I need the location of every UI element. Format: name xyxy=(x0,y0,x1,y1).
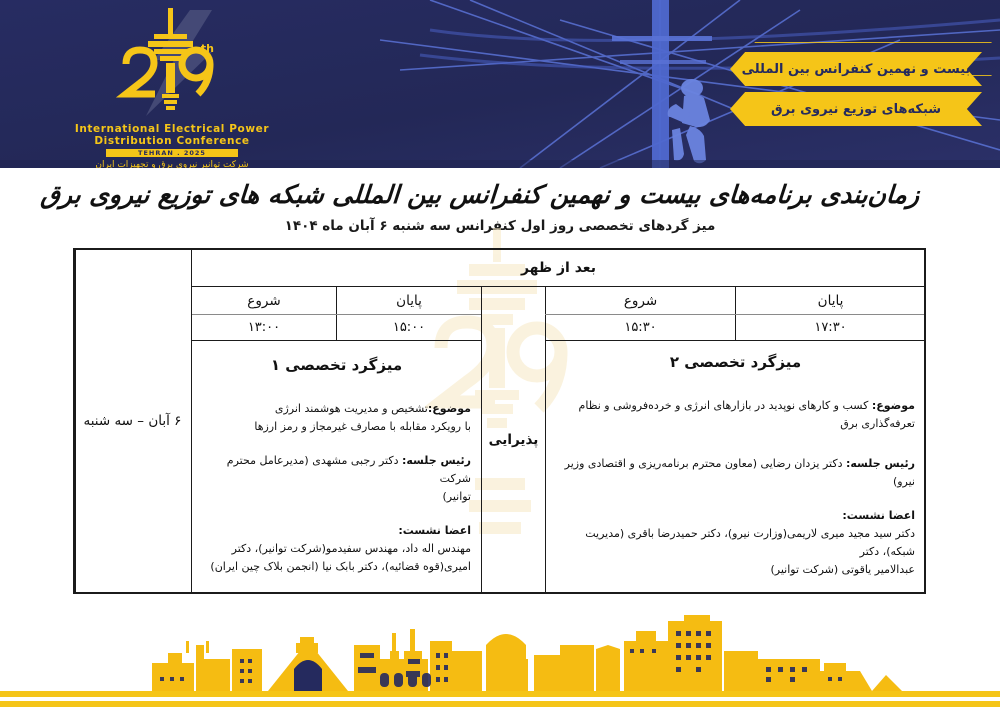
logo-company-fa: شرکت توانیر نیروی برق و تجهیزات ایران xyxy=(95,160,249,168)
roundtable-1-members-line1: مهندس اله داد، مهندس سفیدمو(شرکت توانیر)… xyxy=(231,542,471,555)
time-end-session1: ۱۵:۰۰ xyxy=(336,314,482,341)
utility-pole-icon xyxy=(612,0,712,168)
logo-title-en: International Electrical Power Distribut… xyxy=(74,123,270,147)
azadi-tower-icon xyxy=(294,660,322,691)
time-start-session1: ۱۳:۰۰ xyxy=(190,314,338,341)
banner-label-2: شبکه‌های توزیع نیروی برق xyxy=(770,101,942,117)
banner-conference-subject: شبکه‌های توزیع نیروی برق xyxy=(730,92,982,126)
roundtable-2-topic-line1: کسب و کارهای نوپدید در بازارهای انرژی و … xyxy=(578,399,915,430)
time-start-session2: ۱۵:۳۰ xyxy=(545,314,736,341)
header-banner-group: بیست و نهمین کنفرانس بین المللی شبکه‌های… xyxy=(730,42,992,126)
table-row-column-labels: پایان شروع پذیرایی پایان شروع xyxy=(73,286,926,594)
label-start-session2: شروع xyxy=(545,286,736,315)
roundtable-1-title: میزگرد تخصصی ۱ xyxy=(270,356,403,374)
roundtable-2-chair-label: رئیس جلسه: xyxy=(845,457,915,470)
roundtable-1-topic-label: موضوع: xyxy=(427,402,471,415)
page-subtitle: میز گردهای تخصصی روز اول کنفرانس سه شنبه… xyxy=(284,218,716,234)
roundtable-1-topic-line1: تشخیص و مدیریت هوشمند انرژی xyxy=(274,402,428,415)
roundtable-1-members-line2: امیری(قوه قضائیه)، دکتر بابک نیا (انجمن … xyxy=(210,560,471,573)
roundtable-2-topic: موضوع: کسب و کارهای نوپدید در بازارهای ا… xyxy=(556,397,915,433)
transmission-tower-icon xyxy=(148,8,193,110)
afternoon-header-cell: بعد از ظهر xyxy=(190,248,927,287)
label-start-session1: شروع xyxy=(190,286,338,315)
roundtable-1-cell: میزگرد تخصصی ۱ موضوع:تشخیص و مدیریت هوشم… xyxy=(190,340,483,594)
footer-bar-top xyxy=(0,691,1000,697)
roundtable-1-chair-line2: توانیر) xyxy=(442,490,471,503)
page-title: زمان‌بندی برنامه‌های بیست و نهمین کنفران… xyxy=(39,180,921,209)
roundtable-1-chair-line1-row: رئیس جلسه: دکتر رجبی مشهدی (مدیرعامل محت… xyxy=(202,452,471,488)
roundtable-1-chair-label: رئیس جلسه: xyxy=(401,454,471,467)
title-area: زمان‌بندی برنامه‌های بیست و نهمین کنفران… xyxy=(0,168,1000,234)
roundtable-1-members-label: اعضا نشست: xyxy=(398,524,471,537)
roundtable-1-chair-line1: دکتر رجبی مشهدی (مدیرعامل محترم شرکت xyxy=(226,454,471,485)
roundtable-1-topic-line2: با رویکرد مقابله با مصارف غیرمجاز و رمز … xyxy=(254,420,471,433)
day-cell: ۶ آبان – سه شنبه xyxy=(72,248,192,594)
banner-label-1: بیست و نهمین کنفرانس بین المللی xyxy=(741,61,971,77)
roundtable-2-cell: میزگرد تخصصی ۲ موضوع: کسب و کارهای نوپدی… xyxy=(545,340,926,594)
roundtable-2-topic-label: موضوع: xyxy=(871,399,915,412)
conference-logo: th International Electrical Power Distri… xyxy=(62,8,282,168)
tehran-skyline-icon xyxy=(0,615,1000,707)
logo-location-bar: TEHRAN . 2025 xyxy=(106,149,238,157)
conference-logo-icon: th xyxy=(115,8,214,116)
roundtable-1-topic-line1-row: موضوع:تشخیص و مدیریت هوشمند انرژی xyxy=(202,400,471,418)
table-row-afternoon-header: بعد از ظهر ۶ آبان – سه شنبه xyxy=(72,248,927,594)
roundtable-2-chair: رئیس جلسه: دکتر یزدان رضایی (معاون محترم… xyxy=(556,455,915,491)
banner-conference-title: بیست و نهمین کنفرانس بین المللی xyxy=(730,52,982,86)
roundtable-2-title: میزگرد تخصصی ۲ xyxy=(669,353,802,371)
roundtable-2-members-line1: دکتر سید مجید میری لاریمی(وزارت نیرو)، د… xyxy=(585,527,915,558)
roundtable-2-chair-line1: دکتر یزدان رضایی (معاون محترم برنامه‌ریز… xyxy=(564,457,915,488)
roundtable-2-members-label-line: اعضا نشست: xyxy=(556,507,915,525)
schedule-table: بعد از ظهر ۶ آبان – سه شنبه پایان شروع پ… xyxy=(72,248,927,594)
time-end-session2: ۱۷:۳۰ xyxy=(735,314,926,341)
roundtable-2-members-line2: عبدالامیر یاقوتی (شرکت توانیر) xyxy=(770,563,916,576)
label-end-session2: پایان xyxy=(735,286,926,315)
roundtable-2-members-label: اعضا نشست: xyxy=(842,509,915,522)
lineman-worker-icon xyxy=(667,79,710,164)
page-footer xyxy=(0,615,1000,707)
roundtable-1-members-label-line: اعضا نشست: xyxy=(202,522,471,540)
break-cell: پذیرایی xyxy=(481,286,546,594)
page-header: th International Electrical Power Distri… xyxy=(0,0,1000,168)
footer-bar-bottom xyxy=(0,701,1000,707)
label-end-session1: پایان xyxy=(336,286,482,315)
schedule-table-container: بعد از ظهر ۶ آبان – سه شنبه پایان شروع پ… xyxy=(72,228,927,594)
svg-text:th: th xyxy=(201,42,214,55)
